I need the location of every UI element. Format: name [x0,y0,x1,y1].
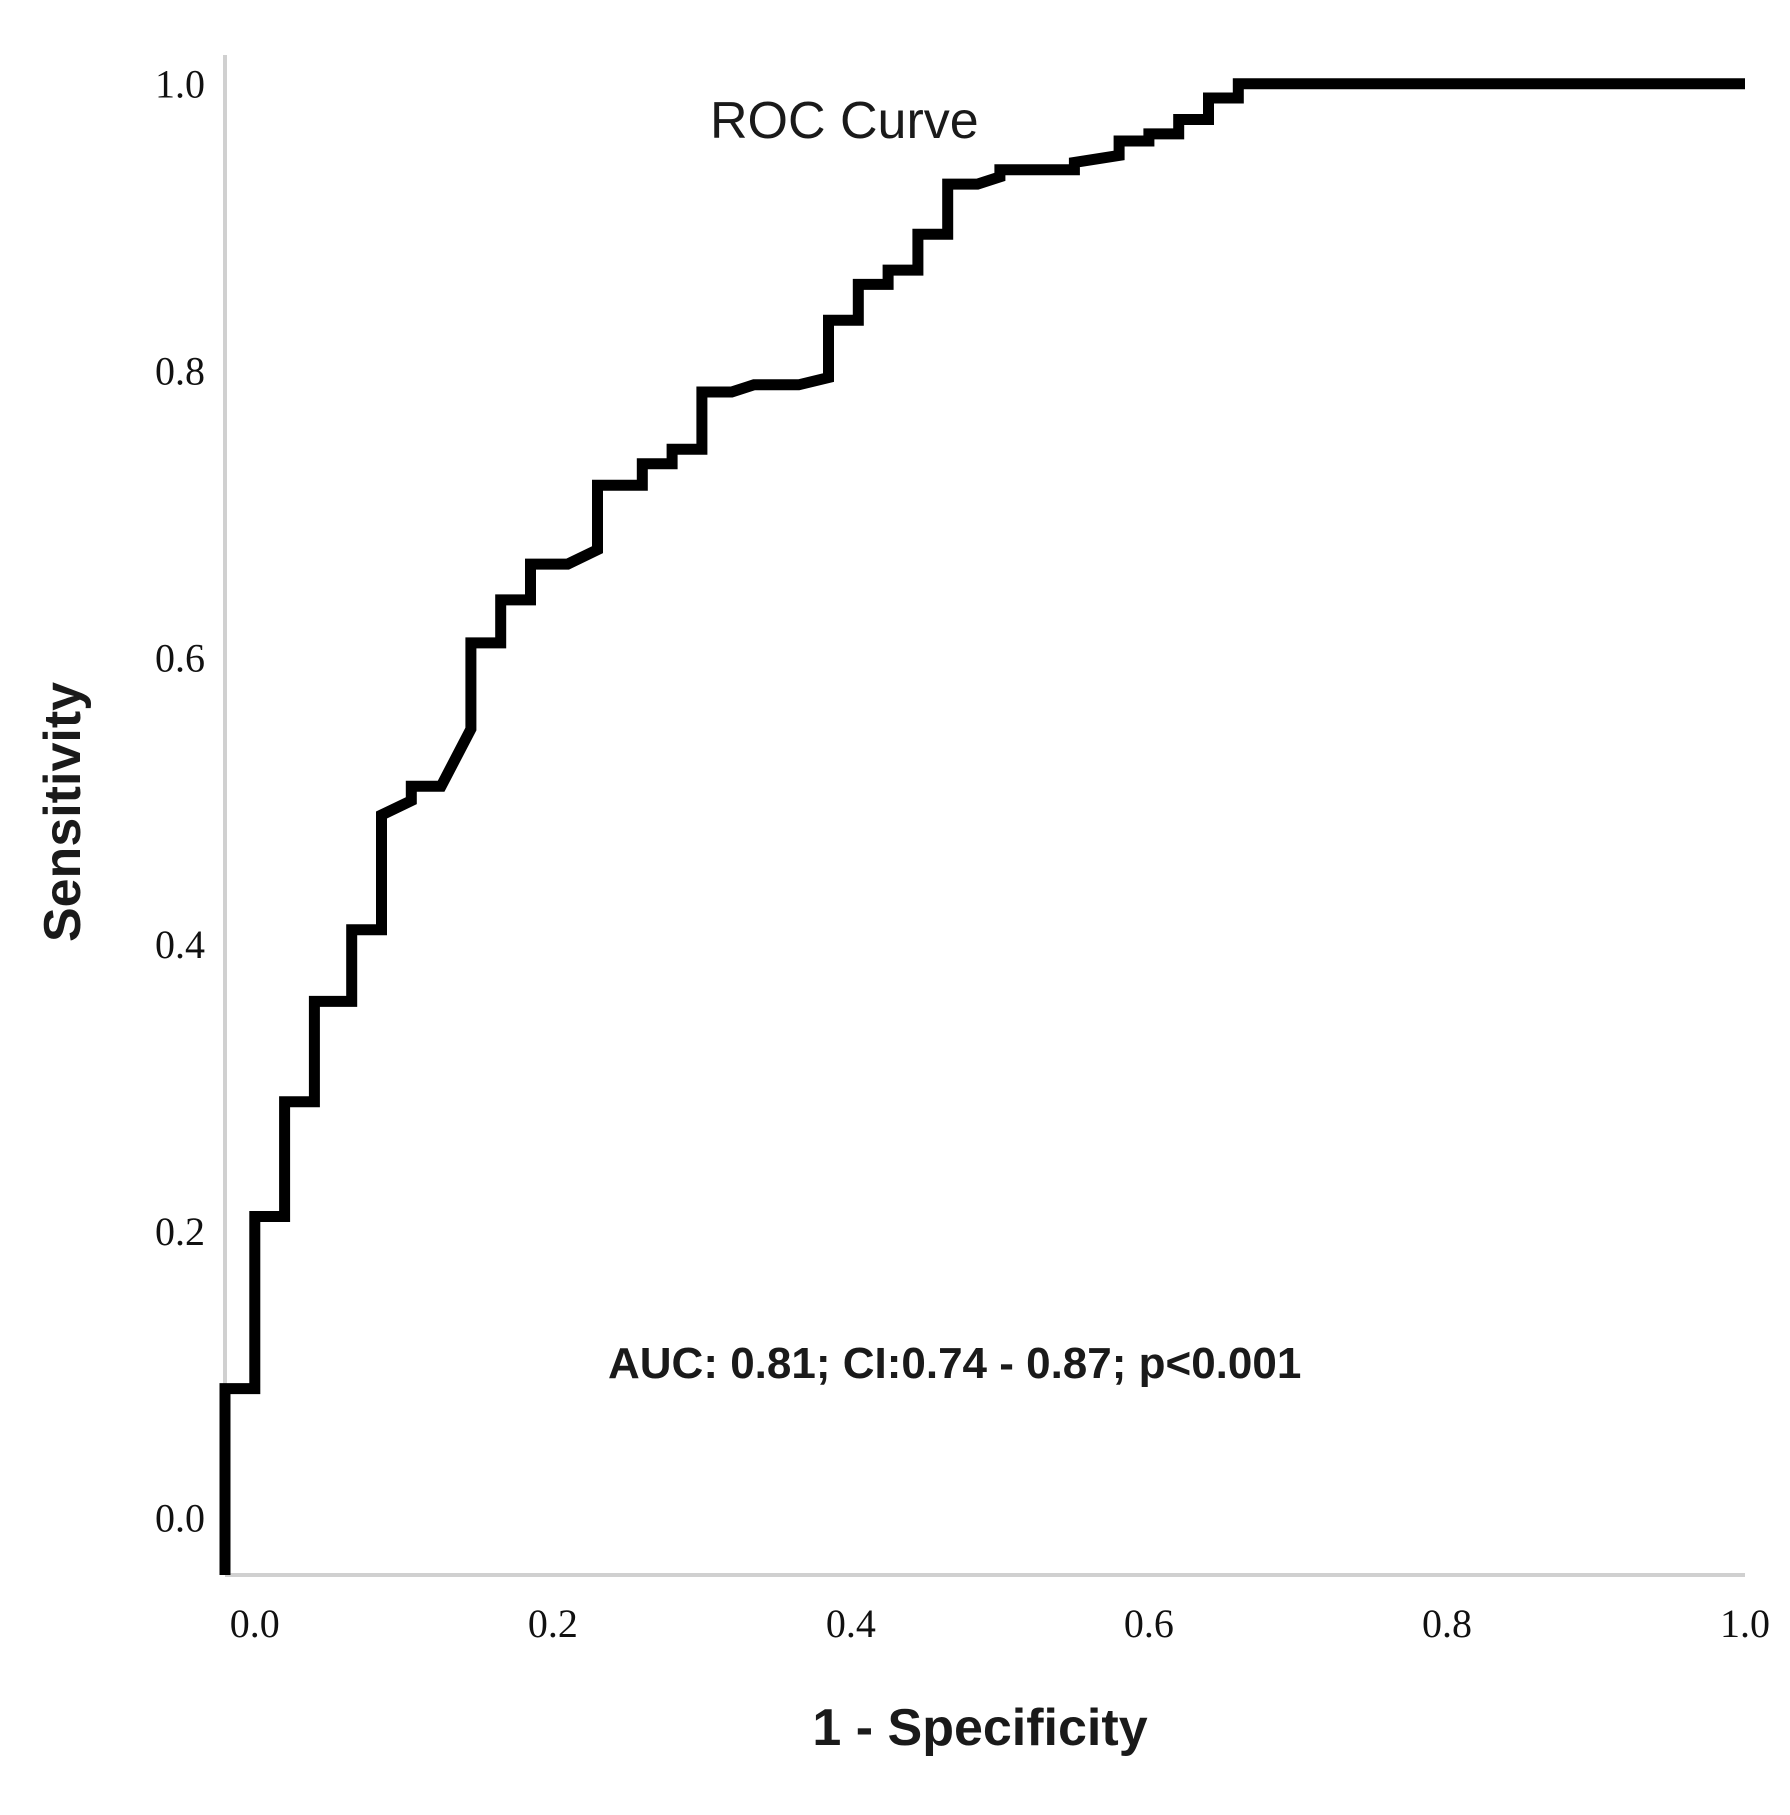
roc-point [597,549,598,550]
roc-point [1327,83,1328,84]
roc-point [1148,133,1149,134]
roc-point [597,485,598,486]
roc-point [470,729,471,730]
roc-point [1074,162,1075,163]
roc-point [754,384,755,385]
x-tick-label: 0.4 [826,1601,876,1646]
roc-point [314,1101,315,1102]
x-tick-label: 0.0 [230,1601,280,1646]
chart-title: ROC Curve [710,92,979,150]
roc-point [917,234,918,235]
roc-point [500,642,501,643]
x-tick-label: 0.8 [1422,1601,1472,1646]
roc-point [977,184,978,185]
x-tick-label: 0.6 [1124,1601,1174,1646]
roc-point [470,642,471,643]
roc-point [947,234,948,235]
roc-point [1238,83,1239,84]
roc-point [1178,133,1179,134]
x-tick-label: 1.0 [1720,1601,1770,1646]
roc-point [947,184,948,185]
roc-point [731,392,732,393]
y-tick-label: 0.2 [155,1209,205,1254]
roc-point [1148,141,1149,142]
roc-point [314,1001,315,1002]
roc-point [672,463,673,464]
x-tick-label: 0.2 [528,1601,578,1646]
y-tick-labels: 0.0 0.2 0.4 0.6 0.8 1.0 [155,62,205,1541]
roc-point [225,1388,226,1389]
x-axis-title: 1 - Specificity [812,1699,1147,1757]
roc-point [1178,119,1179,120]
roc-point [1208,119,1209,120]
roc-point [254,1388,255,1389]
y-tick-label: 1.0 [155,62,205,107]
roc-point [917,270,918,271]
roc-point [828,320,829,321]
roc-point [999,169,1000,170]
roc-point [530,564,531,565]
roc-curve-line [219,78,1745,1575]
roc-point [1238,98,1239,99]
roc-point [351,929,352,930]
roc-point [858,284,859,285]
roc-point [411,786,412,787]
roc-point [701,392,702,393]
roc-point [500,599,501,600]
roc-point [858,320,859,321]
y-tick-label: 0.0 [155,1496,205,1541]
roc-point [530,599,531,600]
roc-point [254,1216,255,1217]
y-tick-label: 0.4 [155,922,205,967]
roc-point [284,1216,285,1217]
roc-point [1119,155,1120,156]
roc-point [999,176,1000,177]
roc-curve-group [219,78,1746,1576]
roc-point [567,564,568,565]
auc-annotation: AUC: 0.81; CI:0.74 - 0.87; p<0.001 [608,1339,1301,1388]
y-tick-label: 0.8 [155,348,205,393]
roc-point [381,815,382,816]
axes [223,55,1745,1577]
roc-point [828,377,829,378]
roc-point [1208,98,1209,99]
roc-point [701,449,702,450]
roc-point [888,284,889,285]
y-axis-title: Sensitivity [34,682,92,942]
roc-point [411,800,412,801]
roc-point [284,1101,285,1102]
roc-point [225,1575,226,1576]
roc-point [888,270,889,271]
y-tick-label: 0.6 [155,635,205,680]
roc-point [351,1001,352,1002]
roc-point [672,449,673,450]
roc-point [381,929,382,930]
roc-point [1074,169,1075,170]
roc-point [441,786,442,787]
x-tick-labels: 0.0 0.2 0.4 0.6 0.8 1.0 [230,1601,1770,1646]
roc-point [1745,83,1746,84]
roc-point [798,384,799,385]
roc-point [642,463,643,464]
roc-point [1119,141,1120,142]
roc-point [642,485,643,486]
